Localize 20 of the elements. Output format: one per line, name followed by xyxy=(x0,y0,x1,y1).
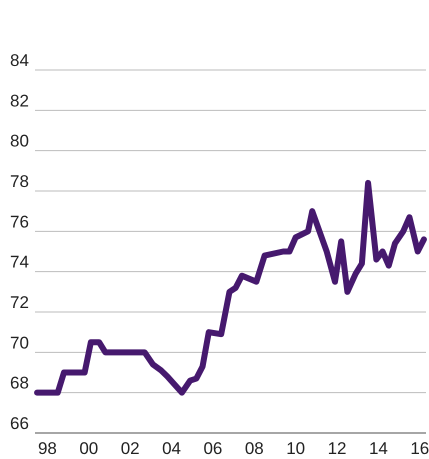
x-tick-label: 04 xyxy=(162,439,181,458)
y-tick-label: 72 xyxy=(10,293,29,312)
x-tick-label: 14 xyxy=(368,439,388,458)
x-tick-label: 16 xyxy=(410,439,429,458)
y-tick-label: 74 xyxy=(10,252,29,272)
y-tick-label: 76 xyxy=(10,212,29,232)
x-tick-label: 10 xyxy=(286,439,306,458)
y-tick-label: 66 xyxy=(10,414,29,433)
y-tick-label: 68 xyxy=(10,374,29,393)
y-tick-label: 82 xyxy=(10,91,29,110)
x-tick-label: 02 xyxy=(120,439,140,458)
x-tick-label: 00 xyxy=(79,439,98,458)
y-tick-label: 84 xyxy=(10,51,29,70)
y-tick-label: 78 xyxy=(10,172,29,191)
x-tick-label: 12 xyxy=(328,439,347,458)
y-tick-label: 70 xyxy=(10,333,29,352)
x-tick-label: 06 xyxy=(203,439,222,458)
x-tick-label: 08 xyxy=(244,439,264,458)
y-tick-label: 80 xyxy=(10,132,29,151)
x-tick-label: 98 xyxy=(38,439,57,458)
